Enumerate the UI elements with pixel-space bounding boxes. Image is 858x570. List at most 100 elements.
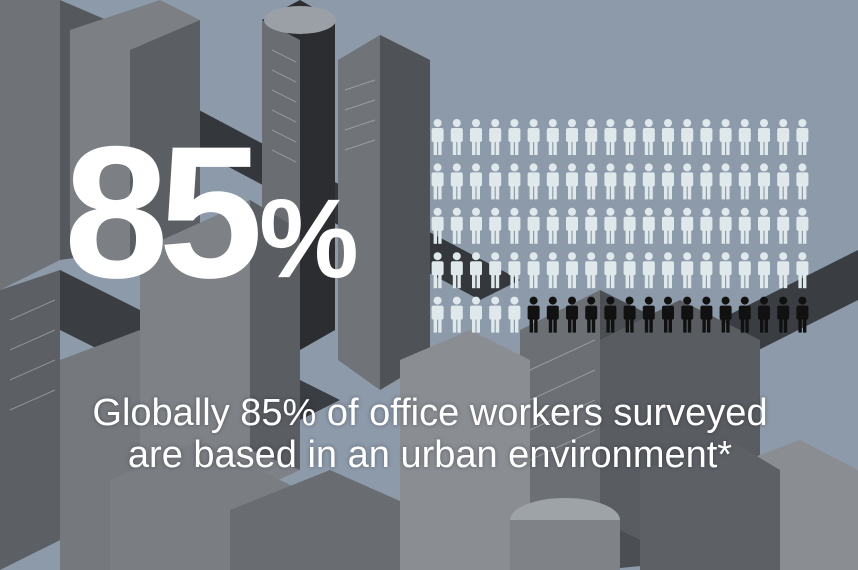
person-icon bbox=[738, 296, 751, 333]
person-icon bbox=[585, 252, 598, 289]
person-icon bbox=[681, 207, 694, 244]
person-icon bbox=[796, 119, 809, 155]
person-icon bbox=[450, 296, 463, 333]
person-icon bbox=[546, 163, 559, 200]
person-icon bbox=[527, 296, 540, 333]
big-number-value: 85 bbox=[64, 107, 263, 317]
person-icon bbox=[489, 163, 502, 200]
person-icon bbox=[508, 207, 521, 244]
person-icon bbox=[700, 252, 713, 289]
person-icon bbox=[489, 119, 502, 155]
person-icon bbox=[527, 252, 540, 289]
person-icon bbox=[508, 296, 521, 333]
caption: Globally 85% of office workers surveyed … bbox=[40, 392, 820, 476]
person-icon bbox=[527, 163, 540, 200]
person-icon bbox=[642, 163, 655, 200]
person-icon bbox=[796, 207, 809, 244]
person-icon bbox=[566, 296, 578, 333]
person-icon bbox=[546, 252, 559, 289]
person-icon bbox=[777, 163, 790, 200]
person-icon bbox=[585, 119, 598, 155]
person-icon bbox=[470, 252, 482, 289]
person-icon bbox=[681, 252, 694, 289]
person-icon bbox=[623, 163, 636, 200]
person-icon bbox=[738, 252, 751, 289]
person-icon bbox=[681, 163, 694, 200]
person-icon bbox=[546, 296, 559, 333]
person-icon bbox=[604, 119, 617, 155]
person-icon bbox=[642, 119, 655, 155]
person-icon bbox=[470, 119, 482, 155]
person-icon bbox=[681, 296, 694, 333]
person-icon bbox=[450, 163, 463, 200]
person-icon bbox=[681, 119, 694, 155]
person-icon bbox=[777, 119, 790, 155]
person-icon bbox=[642, 207, 655, 244]
person-icon bbox=[623, 207, 636, 244]
person-icon bbox=[700, 163, 713, 200]
person-icon bbox=[796, 296, 809, 333]
person-icon bbox=[489, 252, 502, 289]
person-icon bbox=[700, 296, 713, 333]
person-icon bbox=[662, 207, 674, 244]
person-icon bbox=[758, 252, 770, 289]
person-icon bbox=[508, 252, 521, 289]
caption-line-2: are based in an urban environment* bbox=[127, 434, 733, 476]
person-icon bbox=[604, 252, 617, 289]
person-icon bbox=[566, 163, 578, 200]
person-icon bbox=[777, 296, 790, 333]
person-icon bbox=[796, 163, 809, 200]
person-icon bbox=[758, 296, 770, 333]
person-icon bbox=[700, 207, 713, 244]
person-icon bbox=[527, 119, 540, 155]
person-icon bbox=[431, 296, 444, 333]
person-icon bbox=[738, 207, 751, 244]
person-icon bbox=[623, 119, 636, 155]
person-icon bbox=[585, 296, 598, 333]
big-percentage: 85% bbox=[64, 118, 359, 306]
person-icon bbox=[527, 207, 540, 244]
person-icon bbox=[642, 296, 655, 333]
person-icon bbox=[470, 163, 482, 200]
person-icon bbox=[489, 296, 502, 333]
person-icon bbox=[700, 119, 713, 155]
caption-line-1: Globally 85% of office workers surveyed bbox=[92, 392, 768, 434]
person-icon bbox=[450, 252, 463, 289]
person-icon bbox=[738, 119, 751, 155]
person-icon bbox=[758, 119, 770, 155]
percent-sign: % bbox=[259, 176, 359, 301]
person-icon bbox=[662, 163, 674, 200]
person-icon bbox=[623, 252, 636, 289]
person-icon bbox=[450, 207, 463, 244]
person-icon bbox=[431, 207, 444, 244]
person-icon bbox=[796, 252, 809, 289]
person-icon bbox=[450, 119, 463, 155]
person-icon bbox=[546, 207, 559, 244]
person-icon bbox=[758, 163, 770, 200]
person-icon bbox=[719, 163, 732, 200]
person-icon bbox=[431, 119, 444, 155]
people-pictogram bbox=[431, 119, 809, 333]
person-icon bbox=[431, 163, 444, 200]
person-icon bbox=[546, 119, 559, 155]
person-icon bbox=[777, 252, 790, 289]
person-icon bbox=[489, 207, 502, 244]
person-icon bbox=[662, 252, 674, 289]
person-icon bbox=[566, 119, 578, 155]
person-icon bbox=[662, 119, 674, 155]
person-icon bbox=[604, 207, 617, 244]
person-icon bbox=[508, 119, 521, 155]
person-icon bbox=[585, 207, 598, 244]
person-icon bbox=[585, 163, 598, 200]
person-icon bbox=[566, 252, 578, 289]
person-icon bbox=[642, 252, 655, 289]
person-icon bbox=[719, 207, 732, 244]
person-icon bbox=[777, 207, 790, 244]
person-icon bbox=[758, 207, 770, 244]
person-icon bbox=[470, 207, 482, 244]
person-icon bbox=[604, 163, 617, 200]
person-icon bbox=[738, 163, 751, 200]
person-icon bbox=[604, 296, 617, 333]
